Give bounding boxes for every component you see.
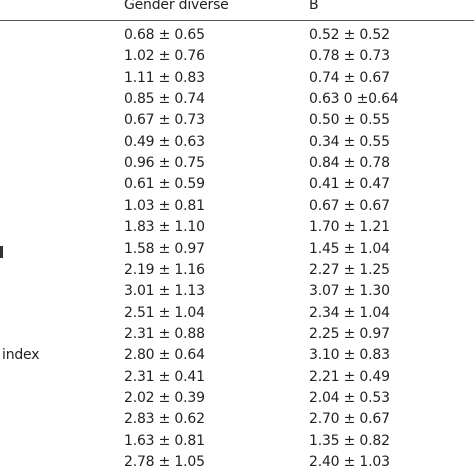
value-cell: 2.21 ± 0.49: [309, 368, 390, 385]
value-cell: 2.27 ± 1.25: [309, 261, 390, 278]
value-cell: 1.83 ± 1.10: [124, 219, 205, 236]
value-cell: 0.67 ± 0.73: [124, 112, 205, 129]
value-cell: 1.02 ± 0.76: [124, 48, 205, 65]
value-cell: 2.51 ± 1.04: [124, 304, 205, 321]
row-label: index: [2, 347, 40, 364]
value-cell: 0.84 ± 0.78: [309, 155, 390, 172]
value-cell: 2.31 ± 0.88: [124, 325, 205, 342]
value-cell: 0.34 ± 0.55: [309, 133, 390, 150]
value-cell: 0.96 ± 0.75: [124, 155, 205, 172]
value-cell: 1.35 ± 0.82: [309, 432, 390, 449]
value-cell: 2.34 ± 1.04: [309, 304, 390, 321]
header-cell: B: [309, 0, 319, 13]
value-cell: 2.04 ± 0.53: [309, 389, 390, 406]
value-cell: 1.11 ± 0.83: [124, 69, 205, 86]
value-cell: 0.67 ± 0.67: [309, 197, 390, 214]
header-rule: [0, 20, 474, 21]
value-cell: 1.70 ± 1.21: [309, 219, 390, 236]
value-cell: 2.70 ± 0.67: [309, 411, 390, 428]
cropped-glyph: [0, 246, 3, 258]
value-cell: 0.63 0 ±0.64: [309, 91, 399, 108]
value-cell: 0.50 ± 0.55: [309, 112, 390, 129]
value-cell: 2.83 ± 0.62: [124, 411, 205, 428]
value-cell: 2.25 ± 0.97: [309, 325, 390, 342]
value-cell: 2.80 ± 0.64: [124, 347, 205, 364]
value-cell: 2.02 ± 0.39: [124, 389, 205, 406]
value-cell: 3.01 ± 1.13: [124, 283, 205, 300]
value-cell: 0.61 ± 0.59: [124, 176, 205, 193]
value-cell: 3.10 ± 0.83: [309, 347, 390, 364]
value-cell: 0.74 ± 0.67: [309, 69, 390, 86]
value-cell: 0.78 ± 0.73: [309, 48, 390, 65]
value-cell: 1.63 ± 0.81: [124, 432, 205, 449]
value-cell: 0.41 ± 0.47: [309, 176, 390, 193]
header-cell: Gender diverse: [124, 0, 229, 13]
value-cell: 0.85 ± 0.74: [124, 91, 205, 108]
value-cell: 1.45 ± 1.04: [309, 240, 390, 257]
value-cell: 1.03 ± 0.81: [124, 197, 205, 214]
value-cell: 2.78 ± 1.05: [124, 454, 205, 470]
value-cell: 2.31 ± 0.41: [124, 368, 205, 385]
value-cell: 0.52 ± 0.52: [309, 27, 390, 43]
value-cell: 3.07 ± 1.30: [309, 283, 390, 300]
value-cell: 1.58 ± 0.97: [124, 240, 205, 257]
value-cell: 2.40 ± 1.03: [309, 454, 390, 470]
value-cell: 0.49 ± 0.63: [124, 133, 205, 150]
value-cell: 2.19 ± 1.16: [124, 261, 205, 278]
value-cell: 0.68 ± 0.65: [124, 27, 205, 43]
